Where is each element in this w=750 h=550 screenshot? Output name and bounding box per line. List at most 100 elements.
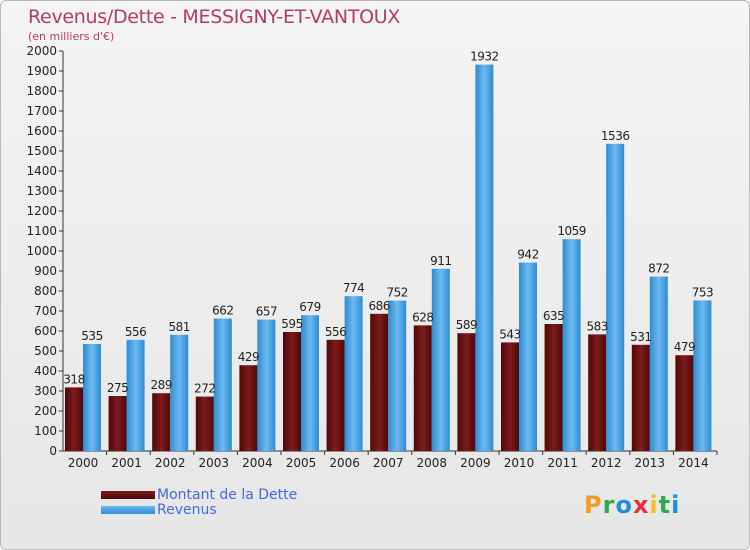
data-label-dette: 429 [238, 350, 259, 364]
y-tick-label: 600 [34, 324, 57, 338]
data-label-dette: 635 [543, 309, 564, 323]
bar-revenus [649, 276, 668, 451]
bar-dette [195, 396, 214, 451]
bar-dette [370, 313, 389, 451]
bar-revenus [431, 268, 450, 451]
bar-revenus [519, 262, 537, 451]
bar-revenus [213, 318, 232, 451]
data-label-revenus: 942 [517, 248, 538, 262]
y-tick-label: 1500 [26, 144, 57, 158]
data-label-revenus: 911 [430, 254, 451, 268]
x-tick-label: 2014 [678, 456, 709, 470]
x-tick-label: 2008 [417, 456, 448, 470]
x-tick-label: 2009 [460, 456, 491, 470]
data-label-dette: 583 [586, 319, 607, 333]
x-tick-label: 2000 [68, 456, 99, 470]
data-label-dette: 589 [456, 318, 477, 332]
bar-dette [413, 325, 432, 451]
bar-revenus [126, 339, 145, 451]
chart-legend: Montant de la Dette Revenus [101, 486, 298, 518]
chart-subtitle: (en milliers d'€) [28, 30, 115, 43]
data-label-dette: 272 [194, 382, 215, 396]
y-tick-label: 0 [49, 444, 57, 458]
y-tick-label: 200 [34, 404, 57, 418]
x-tick-label: 2003 [199, 456, 230, 470]
data-label-revenus: 872 [648, 262, 669, 276]
bar-revenus [562, 239, 581, 451]
legend-item-dette: Montant de la Dette [101, 486, 298, 503]
legend-label-dette: Montant de la Dette [157, 486, 298, 503]
data-label-revenus: 657 [256, 305, 277, 319]
logo-letter: P [584, 491, 603, 519]
bar-dette [675, 355, 694, 451]
data-label-dette: 543 [499, 327, 520, 341]
bar-dette [152, 393, 171, 451]
data-label-revenus: 556 [125, 325, 146, 339]
logo-letter: t [658, 491, 672, 519]
data-label-revenus: 662 [212, 304, 233, 318]
y-tick-label: 1200 [26, 204, 57, 218]
x-tick-label: 2004 [242, 456, 273, 470]
data-label-dette: 531 [630, 330, 651, 344]
x-tick-label: 2006 [329, 456, 360, 470]
y-tick-label: 1300 [26, 184, 57, 198]
data-label-revenus: 581 [168, 320, 189, 334]
y-tick-label: 300 [34, 384, 57, 398]
x-tick-label: 2001 [111, 456, 142, 470]
bar-dette [588, 334, 607, 451]
logo-letter: i [671, 491, 681, 519]
data-label-revenus: 753 [692, 285, 713, 299]
y-tick-label: 700 [34, 304, 57, 318]
chart-title: Revenus/Dette - MESSIGNY-ET-VANTOUX [28, 6, 401, 28]
bar-revenus [388, 300, 407, 451]
y-tick-label: 800 [34, 284, 57, 298]
bar-revenus [344, 296, 363, 451]
y-tick-label: 1100 [26, 224, 57, 238]
data-label-dette: 275 [107, 381, 128, 395]
bar-dette [457, 333, 476, 451]
proxiti-logo: Proxiti [584, 491, 680, 519]
legend-label-revenus: Revenus [157, 501, 217, 518]
bar-dette [326, 339, 345, 451]
y-tick-label: 900 [34, 264, 57, 278]
data-label-revenus: 1059 [557, 224, 586, 238]
legend-swatch-revenus [101, 505, 155, 514]
data-label-revenus: 679 [299, 300, 320, 314]
y-tick-label: 1700 [26, 104, 57, 118]
data-label-revenus: 1536 [601, 129, 630, 143]
x-tick-label: 2012 [591, 456, 622, 470]
bar-dette [239, 365, 258, 451]
bar-dette [65, 387, 83, 451]
data-label-dette: 686 [368, 299, 389, 313]
bar-revenus [83, 344, 101, 451]
bar-dette [501, 342, 519, 451]
x-tick-label: 2005 [286, 456, 317, 470]
data-label-revenus: 774 [343, 281, 364, 295]
y-tick-label: 100 [34, 424, 57, 438]
y-tick-label: 1000 [26, 244, 57, 258]
legend-swatch-dette [101, 490, 155, 499]
x-tick-label: 2011 [547, 456, 578, 470]
data-label-revenus: 535 [81, 329, 102, 343]
bar-revenus [693, 300, 712, 451]
data-label-dette: 595 [281, 317, 302, 331]
data-label-dette: 556 [325, 325, 346, 339]
x-tick-label: 2013 [635, 456, 666, 470]
bar-dette [108, 396, 127, 451]
bar-dette [283, 332, 301, 451]
data-label-revenus: 752 [386, 286, 407, 300]
legend-item-revenus: Revenus [101, 501, 297, 518]
bar-revenus [475, 64, 494, 451]
y-tick-label: 1600 [26, 124, 57, 138]
y-tick-label: 1400 [26, 164, 57, 178]
data-label-dette: 318 [63, 372, 84, 386]
bar-dette [631, 344, 650, 451]
logo-letter: x [632, 491, 650, 519]
logo-letter: r [602, 491, 616, 519]
bar-dette [544, 324, 563, 451]
y-tick-label: 2000 [26, 44, 57, 58]
data-label-dette: 628 [412, 310, 433, 324]
logo-letter: o [615, 491, 633, 519]
